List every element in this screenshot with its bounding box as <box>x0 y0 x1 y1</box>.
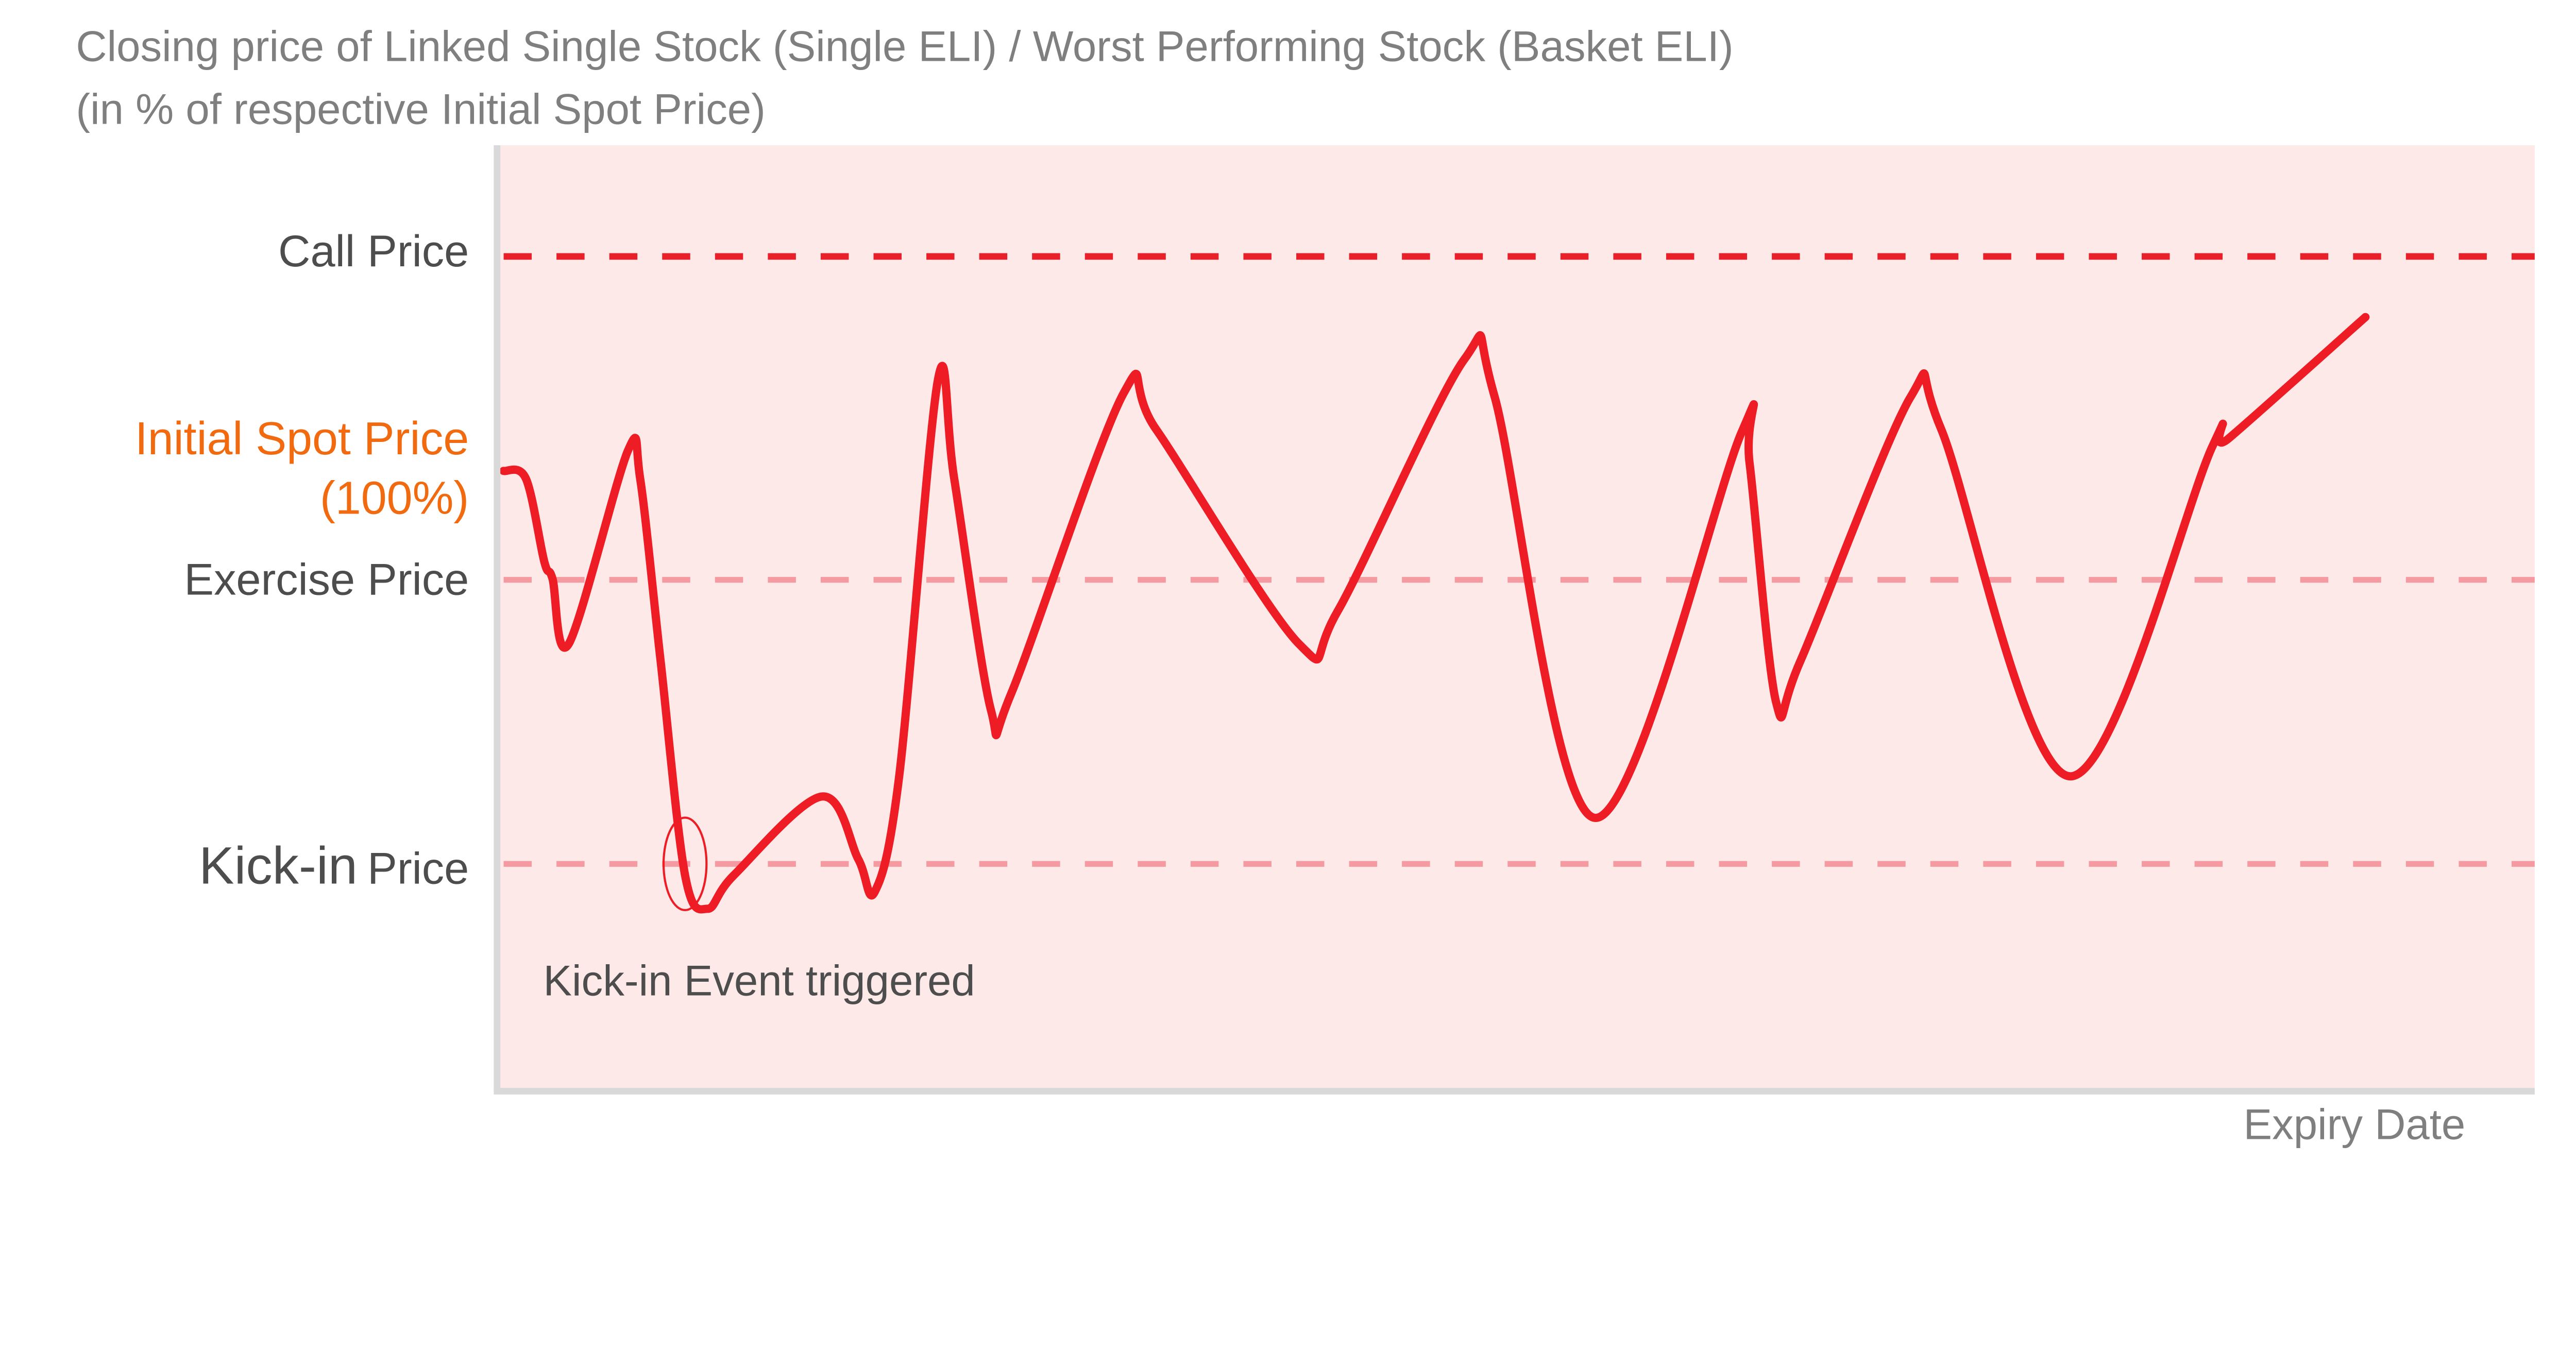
initial-spot-percent-label: (100%) <box>320 472 469 524</box>
reference-levels <box>503 253 2535 867</box>
initial-spot-label: Initial Spot Price <box>135 413 469 465</box>
kick-in-label-main: Kick-in <box>199 836 358 895</box>
price-series-line <box>499 313 2370 914</box>
exercise-price-label: Exercise Price <box>184 555 469 605</box>
chart: Closing price of Linked Single Stock (Si… <box>76 23 2535 1149</box>
kick-in-event-marker <box>662 816 708 912</box>
kick-in-price-label: Kick-in Price <box>199 836 469 895</box>
kick-in-label-rest: Price <box>367 844 469 894</box>
kick-in-event-annotation: Kick-in Event triggered <box>543 957 975 1005</box>
chart-subtitle: (in % of respective Initial Spot Price) <box>76 85 765 133</box>
x-axis-label: Expiry Date <box>2244 1101 2466 1149</box>
plot-background <box>498 145 2535 1090</box>
chart-title: Closing price of Linked Single Stock (Si… <box>76 23 1733 71</box>
call-price-label: Call Price <box>278 227 469 276</box>
